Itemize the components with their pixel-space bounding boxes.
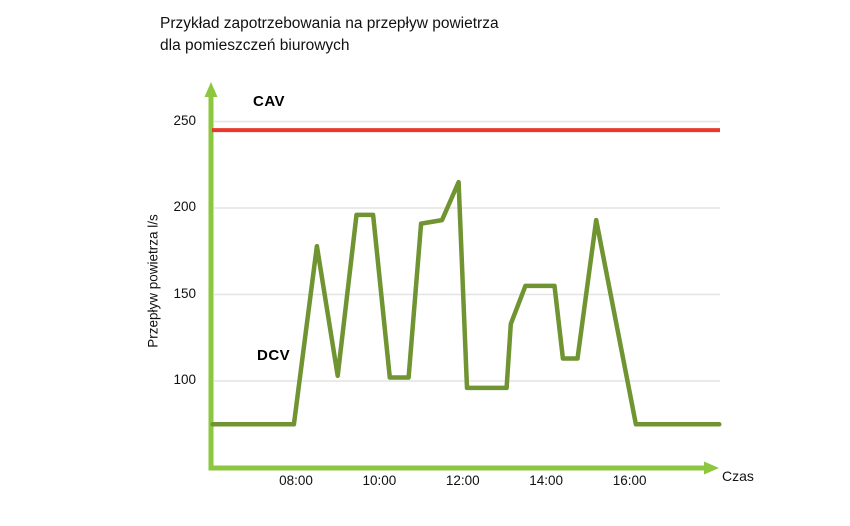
- y-tick-100: 100: [173, 372, 196, 387]
- x-tick-16:00: 16:00: [612, 473, 647, 488]
- chart-title-line1: Przykład zapotrzebowania na przepływ pow…: [160, 15, 499, 32]
- y-tick-200: 200: [173, 199, 196, 214]
- x-tick-12:00: 12:00: [445, 473, 480, 488]
- axes: [204, 82, 719, 475]
- dcv-line: [210, 179, 722, 427]
- x-axis-label: Czas: [722, 468, 754, 484]
- x-tick-08:00: 08:00: [279, 473, 313, 488]
- y-tick-150: 150: [173, 285, 196, 301]
- y-axis-arrow-icon: [204, 82, 218, 97]
- x-tick-10:00: 10:00: [362, 473, 397, 488]
- cav-series-label: CAV: [253, 93, 286, 110]
- y-tick-250: 250: [173, 112, 196, 128]
- y-axis-label: Przepływ powietrza l/s: [145, 214, 161, 348]
- dcv-series-label: DCV: [257, 347, 291, 364]
- chart-title: Przykład zapotrzebowania na przepływ pow…: [160, 13, 499, 57]
- x-axis-arrow-icon: [704, 461, 719, 475]
- x-tick-14:00: 14:00: [529, 473, 564, 488]
- chart-title-line2: dla pomieszczeń biurowych: [160, 37, 350, 54]
- series-lines: [210, 128, 722, 427]
